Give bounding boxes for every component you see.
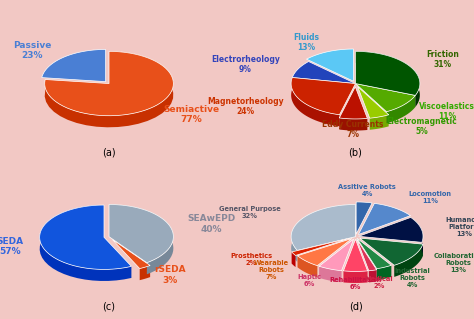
Polygon shape [140,265,150,280]
Polygon shape [356,51,420,95]
Polygon shape [291,78,339,126]
Text: (a): (a) [102,148,116,158]
Polygon shape [40,205,131,270]
Polygon shape [344,271,367,283]
Text: Industrial
Robots
4%: Industrial Robots 4% [395,268,430,288]
Polygon shape [369,270,377,282]
Text: Fluids
13%: Fluids 13% [294,33,320,52]
Text: Friction
31%: Friction 31% [426,50,459,69]
Polygon shape [339,87,367,119]
Text: Assitive Robots
4%: Assitive Robots 4% [338,183,396,197]
Polygon shape [112,240,150,269]
Polygon shape [357,239,377,271]
Text: Viscoelastics
11%: Viscoelastics 11% [419,102,474,121]
Text: Humanoid
Platform
13%: Humanoid Platform 13% [445,217,474,237]
Polygon shape [356,51,420,107]
Text: Medical
2%: Medical 2% [365,276,393,289]
Polygon shape [359,218,423,242]
Text: Electromagnetic
5%: Electromagnetic 5% [386,117,457,136]
Polygon shape [319,239,354,271]
Polygon shape [292,252,295,267]
Polygon shape [40,205,131,281]
Polygon shape [377,265,392,280]
Text: Passive
23%: Passive 23% [13,41,51,60]
Polygon shape [45,51,173,127]
Polygon shape [356,84,415,112]
Polygon shape [358,204,410,234]
Polygon shape [344,239,367,271]
Text: (b): (b) [348,148,363,158]
Polygon shape [109,204,173,263]
Text: Wearable
Robots
7%: Wearable Robots 7% [254,260,289,280]
Polygon shape [42,49,106,82]
Polygon shape [358,86,389,118]
Text: Prosthetics
2%: Prosthetics 2% [230,253,272,266]
Polygon shape [319,266,342,282]
Polygon shape [307,49,354,81]
Polygon shape [45,51,173,116]
Text: SEAwEPD
40%: SEAwEPD 40% [187,214,236,234]
Polygon shape [394,244,423,277]
Text: Eddy Currents
7%: Eddy Currents 7% [322,120,383,139]
Polygon shape [339,118,367,130]
Polygon shape [356,202,372,234]
Polygon shape [298,239,352,266]
Polygon shape [291,78,356,115]
Text: Magnetorheology
24%: Magnetorheology 24% [207,97,284,116]
Text: Rehabilitation
6%: Rehabilitation 6% [329,277,382,290]
Text: Locomotion
11%: Locomotion 11% [408,191,451,204]
Text: (c): (c) [102,301,116,311]
Polygon shape [357,238,392,269]
Polygon shape [298,256,318,277]
Text: Collaborative
Robots
13%: Collaborative Robots 13% [433,253,474,273]
Polygon shape [109,204,173,274]
Polygon shape [410,218,423,254]
Polygon shape [386,95,415,123]
Polygon shape [360,238,423,265]
Polygon shape [292,62,356,84]
Text: SEDA
57%: SEDA 57% [0,236,24,256]
Polygon shape [370,115,389,130]
Text: Electrorheology
9%: Electrorheology 9% [211,55,280,74]
Text: rSEDA
3%: rSEDA 3% [154,265,186,285]
Text: Semiactive
77%: Semiactive 77% [164,105,219,124]
Polygon shape [292,238,350,256]
Polygon shape [291,204,356,250]
Text: Haptic
6%: Haptic 6% [297,274,321,287]
Polygon shape [291,204,356,262]
Text: (d): (d) [348,301,363,311]
Text: General Purpose
32%: General Purpose 32% [219,206,281,219]
